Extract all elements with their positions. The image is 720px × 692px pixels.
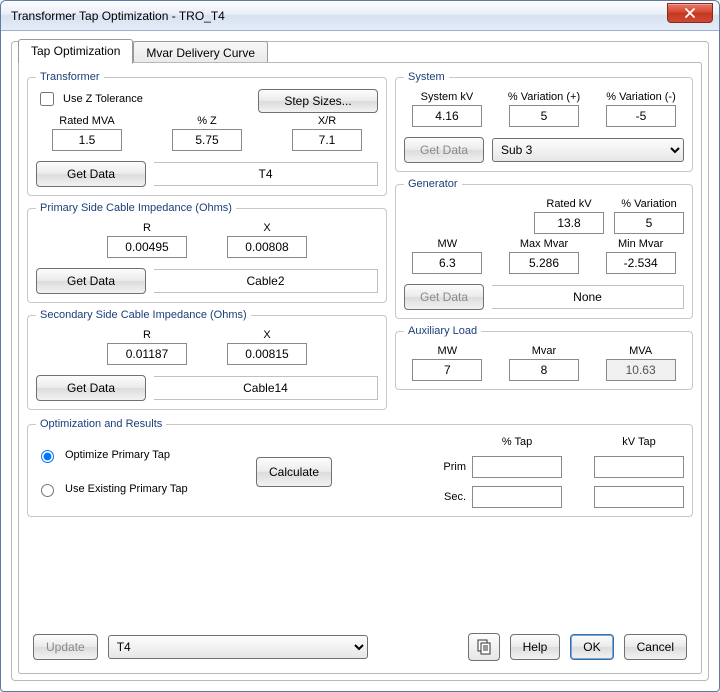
tabstrip: Tap Optimization Mvar Delivery Curve [18,39,268,64]
results-grid: % Tap kV Tap Prim Sec. [426,436,684,508]
optimize-primary-input[interactable] [41,450,54,463]
aux-mw-input[interactable] [412,359,482,381]
min-mvar-input[interactable] [606,252,676,274]
system-get-data-button[interactable]: Get Data [404,137,484,163]
optimize-primary-radio[interactable]: Optimize Primary Tap [36,447,236,463]
outer-panel: Tap Optimization Mvar Delivery Curve Tra… [11,41,709,681]
pct-z-label: % Z [197,115,217,127]
transformer-id-display: T4 [154,162,378,186]
max-mvar-input[interactable] [509,252,579,274]
sec-pct-tap-output [472,486,562,508]
aux-mvar-label: Mvar [532,345,556,357]
rated-mva-input[interactable] [52,129,122,151]
system-legend: System [404,71,449,83]
var-plus-input[interactable] [509,105,579,127]
min-mvar-label: Min Mvar [618,238,663,250]
gen-mw-input[interactable] [412,252,482,274]
prim-pct-tap-output [472,456,562,478]
var-plus-label: % Variation (+) [508,91,580,103]
max-mvar-label: Max Mvar [520,238,568,250]
copy-icon [475,638,493,656]
aux-load-legend: Auxiliary Load [404,325,481,337]
prim-kv-tap-output [594,456,684,478]
var-minus-input[interactable] [606,105,676,127]
tabpage: Transformer Use Z Tolerance Step Sizes..… [18,62,702,674]
prim-row-label: Prim [426,461,466,473]
kv-tap-header: kV Tap [594,436,684,448]
secondary-cable-group: Secondary Side Cable Impedance (Ohms) R … [27,309,387,410]
step-sizes-button[interactable]: Step Sizes... [258,89,378,113]
update-button[interactable]: Update [33,634,98,660]
optimization-legend: Optimization and Results [36,418,166,430]
secondary-x-label: X [263,329,270,341]
titlebar: Transformer Tap Optimization - TRO_T4 [1,1,719,31]
bottom-bar: Update T4 Help [33,633,687,661]
client-area: Tap Optimization Mvar Delivery Curve Tra… [1,31,719,691]
primary-r-label: R [143,222,151,234]
secondary-r-label: R [143,329,151,341]
secondary-cable-legend: Secondary Side Cable Impedance (Ohms) [36,309,251,321]
primary-cable-legend: Primary Side Cable Impedance (Ohms) [36,202,236,214]
aux-load-group: Auxiliary Load MW Mvar [395,325,693,390]
copy-icon-button[interactable] [468,633,500,661]
help-button[interactable]: Help [510,634,561,660]
use-z-tolerance-input[interactable] [40,92,54,106]
primary-x-input[interactable] [227,236,307,258]
xr-input[interactable] [292,129,362,151]
aux-mw-label: MW [438,345,458,357]
sec-kv-tap-output [594,486,684,508]
system-kv-label: System kV [421,91,474,103]
close-icon [685,8,695,18]
rated-kv-input[interactable] [534,212,604,234]
use-existing-input[interactable] [41,484,54,497]
transformer-combo[interactable]: T4 [108,635,368,659]
rated-mva-label: Rated MVA [59,115,114,127]
use-z-tolerance-label: Use Z Tolerance [63,93,143,105]
secondary-get-data-button[interactable]: Get Data [36,375,146,401]
generator-group: Generator . Rated kV % Variation [395,178,693,319]
pct-var-label: % Variation [621,198,676,210]
system-source-combo[interactable]: Sub 3 [492,138,684,162]
secondary-id-display: Cable14 [154,376,378,400]
secondary-r-input[interactable] [107,343,187,365]
primary-x-label: X [263,222,270,234]
rated-kv-label: Rated kV [546,198,591,210]
use-existing-radio[interactable]: Use Existing Primary Tap [36,481,236,497]
system-group: System System kV % Variation (+) [395,71,693,172]
var-minus-label: % Variation (-) [606,91,675,103]
ok-button[interactable]: OK [570,634,613,660]
gen-mw-label: MW [438,238,458,250]
aux-mva-label: MVA [629,345,652,357]
pct-z-input[interactable] [172,129,242,151]
window-title: Transformer Tap Optimization - TRO_T4 [7,9,667,23]
cancel-button[interactable]: Cancel [624,634,687,660]
pct-tap-header: % Tap [472,436,562,448]
use-existing-label: Use Existing Primary Tap [65,483,188,495]
generator-legend: Generator [404,178,462,190]
generator-id-display: None [492,285,684,309]
use-z-tolerance-checkbox[interactable]: Use Z Tolerance [36,89,143,109]
sec-row-label: Sec. [426,491,466,503]
dialog-window: Transformer Tap Optimization - TRO_T4 Ta… [0,0,720,692]
primary-get-data-button[interactable]: Get Data [36,268,146,294]
secondary-x-input[interactable] [227,343,307,365]
generator-get-data-button[interactable]: Get Data [404,284,484,310]
primary-r-input[interactable] [107,236,187,258]
system-kv-input[interactable] [412,105,482,127]
xr-label: X/R [318,115,336,127]
primary-id-display: Cable2 [154,269,378,293]
pct-var-input[interactable] [614,212,684,234]
transformer-get-data-button[interactable]: Get Data [36,161,146,187]
aux-mva-output [606,359,676,381]
primary-cable-group: Primary Side Cable Impedance (Ohms) R X [27,202,387,303]
optimize-primary-label: Optimize Primary Tap [65,449,170,461]
aux-mvar-input[interactable] [509,359,579,381]
optimization-group: Optimization and Results Optimize Primar… [27,418,693,517]
close-button[interactable] [667,3,713,23]
calculate-button[interactable]: Calculate [256,457,332,487]
transformer-legend: Transformer [36,71,104,83]
transformer-group: Transformer Use Z Tolerance Step Sizes..… [27,71,387,196]
tab-optimization[interactable]: Tap Optimization [18,39,133,64]
